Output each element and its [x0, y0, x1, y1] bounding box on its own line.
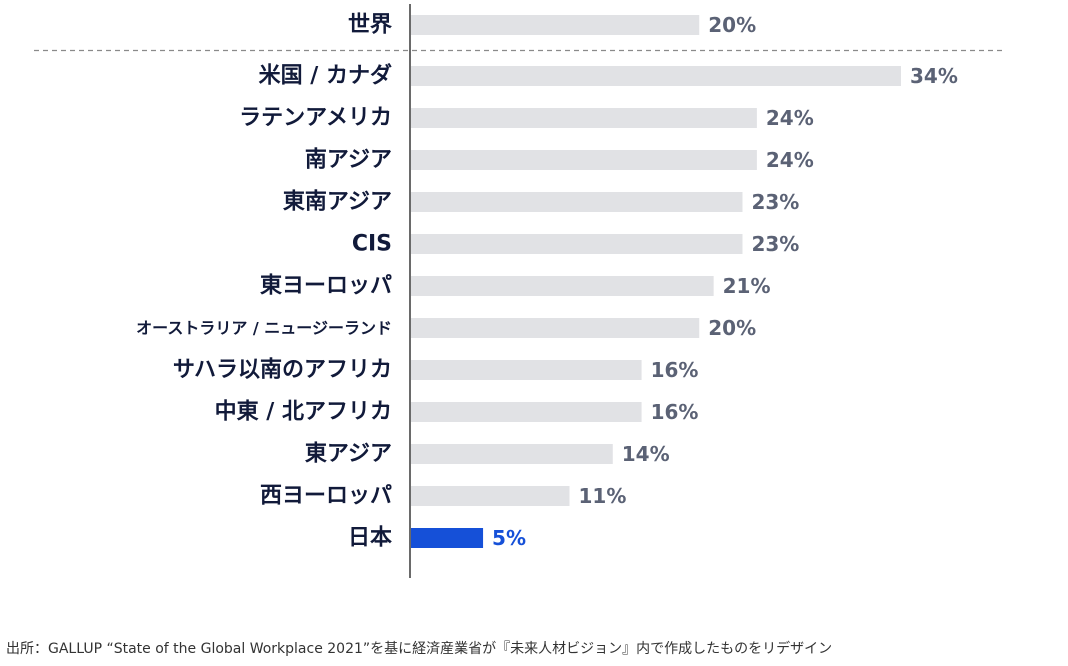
- value-label: 34%: [910, 64, 958, 88]
- bar-9: [411, 402, 642, 422]
- bar-6: [411, 276, 714, 296]
- category-label: 東ヨーロッパ: [260, 274, 392, 299]
- category-label: 日本: [348, 526, 392, 551]
- value-label: 21%: [723, 274, 771, 298]
- bar-7: [411, 318, 700, 338]
- value-label: 23%: [751, 232, 799, 256]
- category-label: CIS: [352, 232, 392, 257]
- category-label: 米国 / カナダ: [259, 63, 392, 89]
- value-label: 14%: [622, 442, 670, 466]
- category-label: 東南アジア: [283, 190, 392, 215]
- value-label: 11%: [579, 484, 627, 508]
- bar-10: [411, 444, 613, 464]
- category-label: サハラ以南のアフリカ: [173, 358, 392, 383]
- bar-12: [411, 528, 484, 548]
- source-note: 出所：GALLUP “State of the Global Workplace…: [6, 641, 833, 657]
- value-label: 24%: [766, 106, 814, 130]
- bar-0: [411, 15, 700, 35]
- value-label: 23%: [751, 190, 799, 214]
- value-label: 5%: [492, 526, 526, 550]
- bar-2: [411, 108, 757, 128]
- category-label: ラテンアメリカ: [239, 106, 392, 131]
- bar-8: [411, 360, 642, 380]
- category-label: 西ヨーロッパ: [260, 484, 392, 509]
- category-label: 世界: [348, 13, 392, 38]
- bar-5: [411, 234, 743, 254]
- bar-1: [411, 66, 901, 86]
- bar-3: [411, 150, 757, 170]
- value-label: 16%: [651, 358, 699, 382]
- category-label: 東アジア: [305, 442, 392, 467]
- bar-11: [411, 486, 570, 506]
- value-label: 16%: [651, 400, 699, 424]
- value-label: 20%: [708, 316, 756, 340]
- category-label: 南アジア: [305, 148, 392, 173]
- value-label: 24%: [766, 148, 814, 172]
- category-label: オーストラリア / ニュージーランド: [136, 319, 392, 338]
- category-label: 中東 / 北アフリカ: [215, 400, 392, 425]
- value-label: 20%: [708, 13, 756, 37]
- bar-4: [411, 192, 743, 212]
